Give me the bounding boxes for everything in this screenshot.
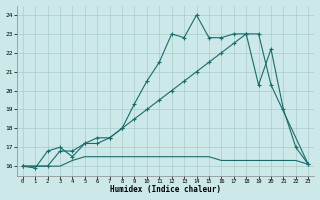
X-axis label: Humidex (Indice chaleur): Humidex (Indice chaleur) bbox=[110, 185, 221, 194]
